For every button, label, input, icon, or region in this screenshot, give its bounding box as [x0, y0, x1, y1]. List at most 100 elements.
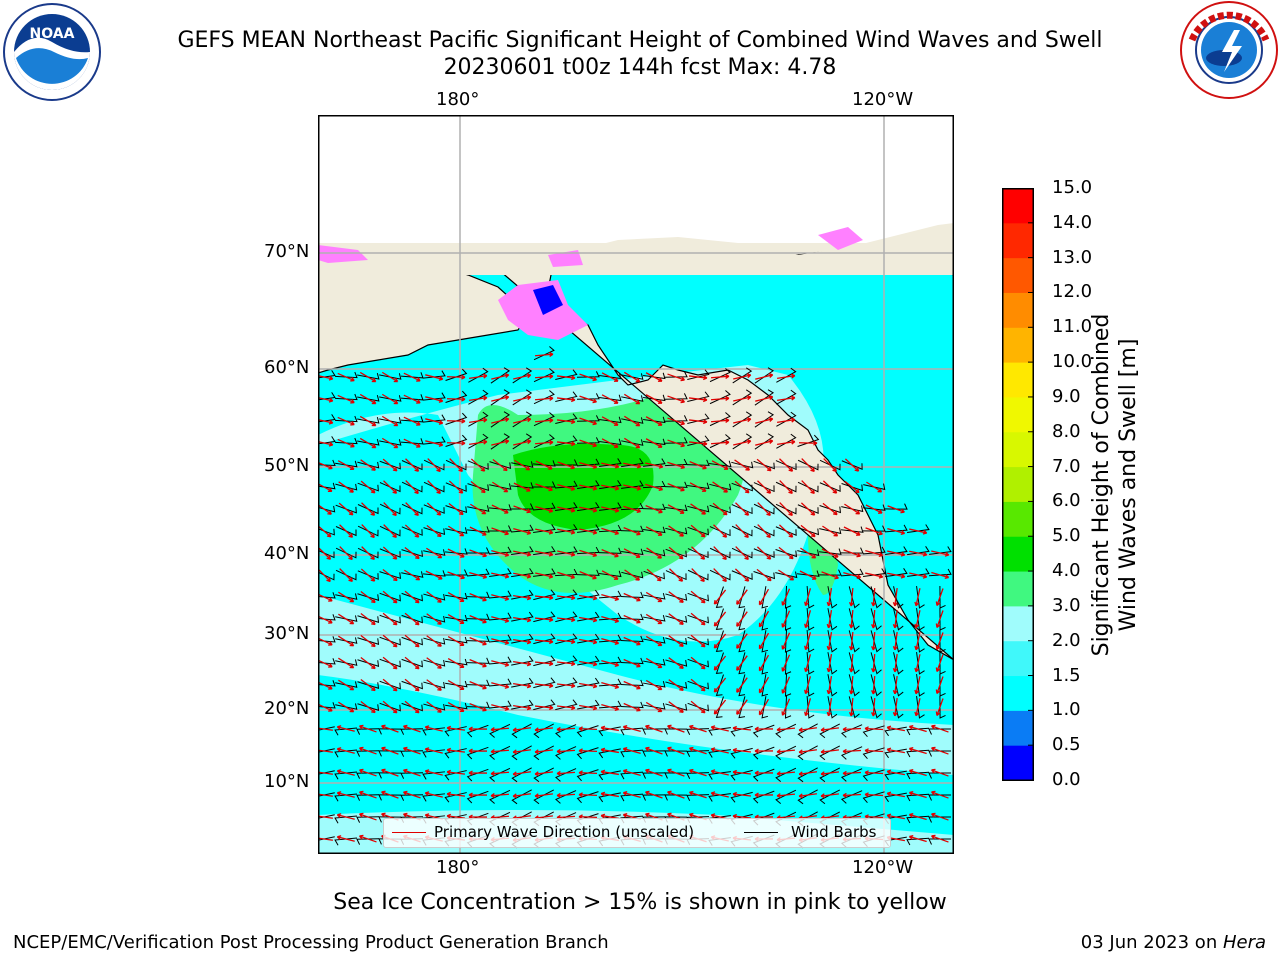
- wave-direction-arrow: [427, 480, 441, 495]
- wind-barb: [379, 373, 402, 380]
- wind-barb: [906, 815, 930, 824]
- wave-direction-arrow: [338, 613, 355, 625]
- wave-direction-arrow: [758, 676, 770, 694]
- wave-direction-arrow: [645, 462, 664, 469]
- wind-barb: [511, 568, 534, 578]
- wave-direction-arrow: [623, 680, 641, 690]
- wind-barb: [928, 728, 952, 735]
- wave-direction-arrow: [535, 528, 554, 535]
- wind-barb: [643, 615, 666, 622]
- wave-direction-arrow: [338, 481, 354, 493]
- wave-direction-arrow: [382, 458, 398, 472]
- wave-direction-arrow: [690, 524, 706, 538]
- lat-label-30n: 30°N: [264, 623, 310, 644]
- colorbar-segment: [1002, 675, 1034, 711]
- wind-barb: [532, 502, 556, 511]
- wave-direction-arrow: [667, 395, 685, 404]
- wind-barb: [335, 460, 358, 468]
- wave-direction-arrow: [821, 571, 839, 580]
- wind-barb: [738, 608, 746, 631]
- wind-barb: [422, 749, 445, 758]
- wind-barb: [489, 568, 512, 577]
- wind-barb: [664, 371, 688, 378]
- wind-barb: [357, 482, 379, 492]
- wind-barb: [318, 792, 335, 797]
- wind-barb: [334, 415, 358, 423]
- wind-barb: [598, 792, 621, 803]
- wind-barb: [738, 586, 746, 609]
- wind-barb: [620, 727, 644, 736]
- wind-barb: [334, 727, 357, 736]
- wind-barb: [709, 483, 732, 491]
- wave-direction-arrow: [382, 700, 398, 714]
- wave-direction-arrow: [338, 591, 355, 603]
- wave-direction-arrow: [892, 587, 898, 607]
- wind-barb: [378, 772, 402, 779]
- wave-direction-arrow: [823, 458, 837, 473]
- wind-barb: [665, 570, 687, 581]
- wave-direction-arrow: [688, 790, 707, 799]
- wave-direction-arrow: [491, 616, 510, 623]
- wave-direction-arrow: [690, 700, 706, 714]
- wind-barb: [467, 460, 489, 470]
- wave-direction-arrow: [426, 524, 442, 538]
- wind-barb: [490, 389, 511, 406]
- wave-direction-arrow: [754, 748, 774, 754]
- wave-direction-arrow: [600, 769, 619, 776]
- wind-barb: [335, 569, 357, 581]
- wave-direction-arrow: [339, 524, 354, 538]
- wind-barb: [576, 371, 600, 378]
- wave-direction-arrow: [382, 546, 398, 560]
- wave-direction-arrow: [513, 439, 532, 446]
- wind-barb: [511, 789, 532, 805]
- wave-direction-arrow: [360, 613, 376, 626]
- wind-barb: [335, 547, 357, 559]
- wind-barb: [512, 411, 533, 428]
- wave-direction-arrow: [732, 813, 752, 819]
- wind-barb: [708, 771, 731, 780]
- wave-direction-arrow: [844, 503, 861, 515]
- wind-barb: [730, 725, 753, 737]
- wind-barb: [401, 636, 423, 646]
- wave-direction-arrow: [556, 397, 576, 403]
- wind-barb: [401, 549, 424, 558]
- wave-direction-arrow: [491, 504, 509, 514]
- wind-barb: [665, 703, 688, 711]
- wind-barb: [732, 411, 753, 428]
- wave-direction-arrow: [534, 771, 554, 777]
- wave-direction-arrow: [931, 834, 949, 843]
- wind-barb: [642, 503, 666, 510]
- wave-direction-arrow: [469, 549, 487, 558]
- wave-direction-arrow: [556, 748, 576, 754]
- wind-barb: [776, 389, 797, 405]
- wave-direction-arrow: [848, 631, 854, 651]
- wind-barb: [621, 417, 644, 424]
- wind-barb: [444, 792, 467, 803]
- wave-direction-arrow: [758, 632, 770, 650]
- wind-barb: [862, 525, 886, 532]
- wind-barb: [555, 768, 577, 782]
- wind-barb: [490, 411, 511, 428]
- wind-barb: [445, 390, 468, 403]
- wave-direction-arrow: [512, 749, 532, 755]
- wind-barb: [752, 790, 775, 804]
- wind-barb: [489, 461, 512, 470]
- footer-host: Hera: [1222, 932, 1266, 953]
- wave-direction-arrow: [425, 440, 444, 447]
- wind-barb: [885, 568, 908, 578]
- wave-direction-arrow: [713, 546, 727, 561]
- wind-barb: [357, 504, 379, 515]
- wave-direction-arrow: [798, 749, 818, 755]
- wave-direction-arrow: [469, 526, 487, 536]
- wind-barb: [379, 592, 401, 602]
- wind-barb: [511, 461, 534, 468]
- wave-direction-arrow: [713, 524, 728, 538]
- wave-direction-arrow: [579, 594, 598, 601]
- lon-label-top-120w: 120°W: [852, 89, 914, 110]
- wave-direction-arrow: [579, 439, 597, 448]
- colorbar-segment: [1002, 605, 1034, 642]
- wave-direction-arrow: [337, 394, 355, 404]
- wave-direction-arrow: [645, 724, 663, 733]
- wave-direction-arrow: [512, 793, 532, 799]
- wave-direction-arrow: [804, 654, 812, 673]
